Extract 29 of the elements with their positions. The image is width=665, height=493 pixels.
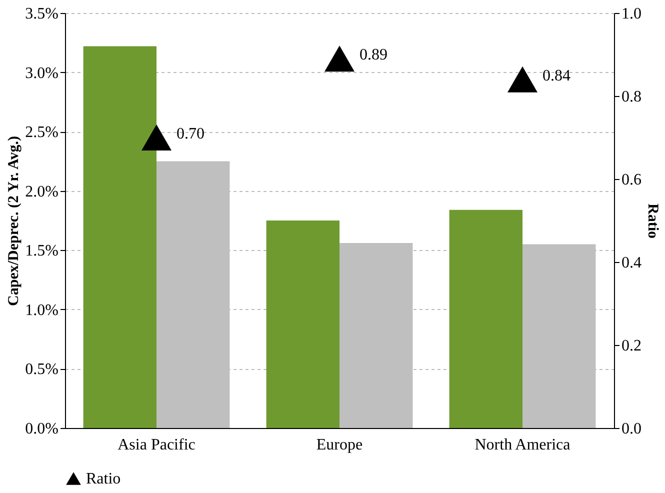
y-tick-label: 2.5% bbox=[25, 124, 58, 142]
y2-tick-label: 0.0 bbox=[622, 420, 642, 438]
bar bbox=[449, 210, 522, 428]
data-label: 0.89 bbox=[360, 46, 388, 64]
y-tick-label: 3.5% bbox=[25, 6, 58, 22]
x-tick-label: North America bbox=[474, 436, 570, 454]
x-tick-label: Europe bbox=[316, 436, 363, 454]
y2-tick-label: 1.0 bbox=[622, 6, 642, 22]
x-tick-label: Asia Pacific bbox=[118, 436, 196, 454]
y-tick-label: 0.5% bbox=[25, 361, 58, 378]
y-tick-label: 1.5% bbox=[25, 242, 58, 260]
y2-axis-title: Ratio bbox=[644, 204, 660, 238]
data-label: 0.84 bbox=[542, 67, 570, 84]
point bbox=[324, 46, 354, 72]
y-tick-label: 3.0% bbox=[25, 64, 58, 82]
y2-tick-label: 0.2 bbox=[622, 338, 642, 354]
y2-tick-label: 0.6 bbox=[622, 172, 642, 188]
point bbox=[508, 66, 538, 92]
y2-tick-label: 0.4 bbox=[622, 254, 642, 272]
bar bbox=[83, 46, 156, 428]
point bbox=[142, 124, 172, 150]
y-tick-label: 2.0% bbox=[25, 183, 58, 200]
y2-tick-label: 0.8 bbox=[622, 88, 642, 106]
bar bbox=[266, 220, 340, 428]
y-tick-label: 1.0% bbox=[25, 302, 58, 319]
data-label: 0.70 bbox=[176, 126, 204, 142]
y-axis-title: Capex/Deprec. (2 Yr. Avg.) bbox=[6, 136, 22, 306]
y-tick-label: 0.0% bbox=[25, 420, 58, 438]
legend-label: Ratio bbox=[86, 470, 121, 488]
